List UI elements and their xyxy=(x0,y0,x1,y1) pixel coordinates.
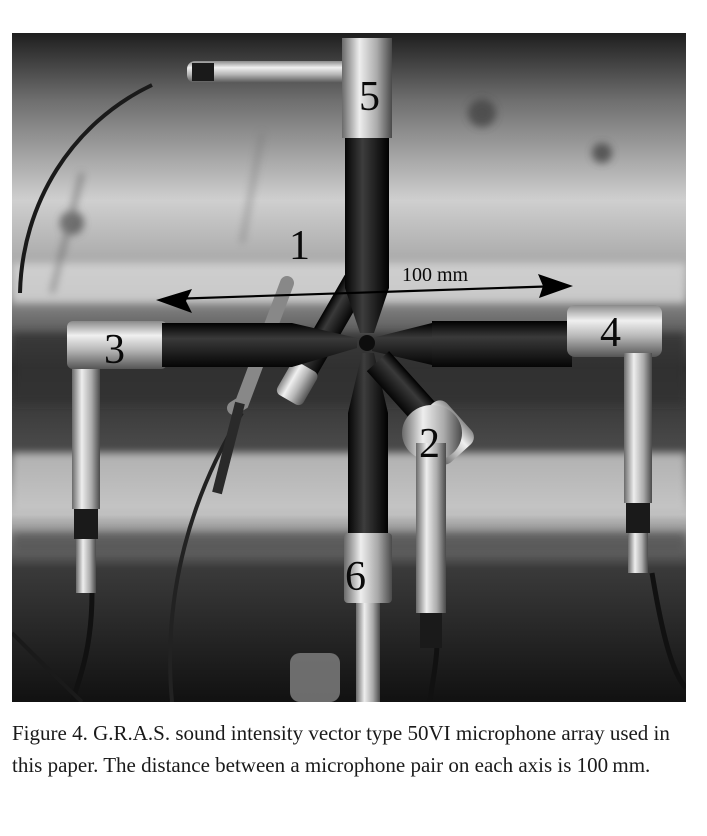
distance-arrow xyxy=(156,274,573,313)
mic-label-5: 5 xyxy=(359,74,380,120)
microphone-array-photo: 100 mm 1 2 3 4 5 6 xyxy=(12,33,686,702)
mic-label-6: 6 xyxy=(345,554,366,600)
figure-caption: Figure 4. G.R.A.S. sound intensity vecto… xyxy=(12,721,670,777)
mic-label-1: 1 xyxy=(289,223,310,269)
mic-label-3: 3 xyxy=(104,327,125,373)
mic-label-4: 4 xyxy=(600,310,621,356)
mic-label-2: 2 xyxy=(419,421,440,467)
distance-label: 100 mm xyxy=(402,264,469,286)
